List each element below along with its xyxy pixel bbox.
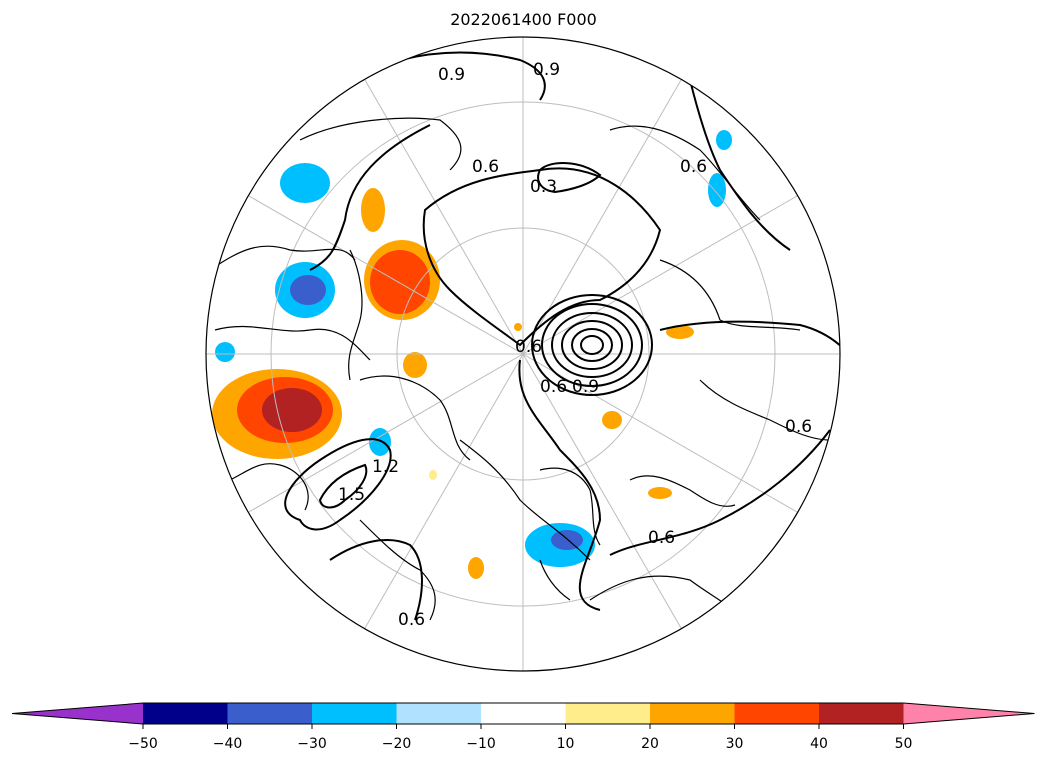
colorbar-bin	[396, 703, 482, 724]
negative-anomaly-region	[369, 428, 391, 456]
colorbar-bin	[227, 703, 313, 724]
colorbar-bin	[12, 703, 143, 724]
colorbar-tick-label: −10	[466, 736, 496, 752]
colorbar-tick-label: 50	[894, 736, 913, 752]
colorbar-tick-label: 10	[556, 736, 575, 752]
colorbar-tick-label: 40	[810, 736, 828, 752]
colorbar-bin	[650, 703, 735, 724]
positive-anomaly-region	[468, 557, 484, 579]
colorbar-tick-label: −40	[212, 736, 243, 752]
contour-label: 0.9	[438, 65, 465, 85]
contour-label: 0.6	[472, 157, 499, 177]
map-disc-content: 0.9 0.9 0.6 0.3 0.6 0.6 0.6 0.9 1.2 1.5 …	[206, 37, 840, 671]
contour-label: 0.6	[648, 528, 675, 548]
contour-label: 0.6	[540, 377, 567, 397]
contour-label: 0.6	[515, 337, 542, 357]
height-contours	[284, 51, 840, 621]
colorbar-tick-label: 30	[725, 736, 744, 752]
contour-label: 1.5	[338, 485, 365, 505]
map-boundary	[205, 36, 841, 672]
positive-anomaly-region	[429, 470, 437, 480]
anomaly-shading	[212, 130, 732, 579]
positive-anomaly-region	[514, 323, 522, 331]
positive-anomaly-region	[602, 411, 622, 429]
colorbar-bin	[143, 703, 228, 724]
colorbar-tick-label: −30	[297, 736, 327, 752]
colorbar-tick-label: 20	[641, 736, 659, 752]
colorbar-tick-label: −50	[128, 736, 158, 752]
contour-label: 0.9	[572, 377, 599, 397]
contour-label: 1.2	[372, 457, 399, 477]
negative-anomaly-region	[280, 163, 330, 203]
positive-anomaly-region	[361, 188, 385, 232]
positive-anomaly-region	[648, 487, 672, 499]
contour-label: 0.3	[530, 177, 557, 197]
contour-labels: 0.9 0.9 0.6 0.3 0.6 0.6 0.6 0.9 1.2 1.5 …	[338, 60, 812, 630]
negative-anomaly-region	[215, 342, 235, 362]
colorbar-bin	[819, 703, 904, 724]
contour-label: 0.6	[680, 157, 707, 177]
colorbar-bin	[565, 703, 651, 724]
negative-anomaly-region	[716, 130, 732, 150]
coastlines	[209, 117, 831, 621]
colorbar-bin	[903, 703, 1035, 724]
colorbar-bin	[734, 703, 820, 724]
colorbar-tick-label: −20	[381, 736, 412, 752]
map-title: 2022061400 F000	[450, 10, 597, 29]
contour-label: 0.9	[533, 60, 560, 80]
colorbar-bin	[481, 703, 566, 724]
colorbar	[11, 702, 1035, 729]
positive-anomaly-region	[403, 352, 427, 378]
contour-label: 0.6	[398, 610, 425, 630]
contour-label: 0.6	[785, 417, 812, 437]
positive-anomaly-region	[666, 325, 694, 339]
colorbar-bin	[312, 703, 397, 724]
